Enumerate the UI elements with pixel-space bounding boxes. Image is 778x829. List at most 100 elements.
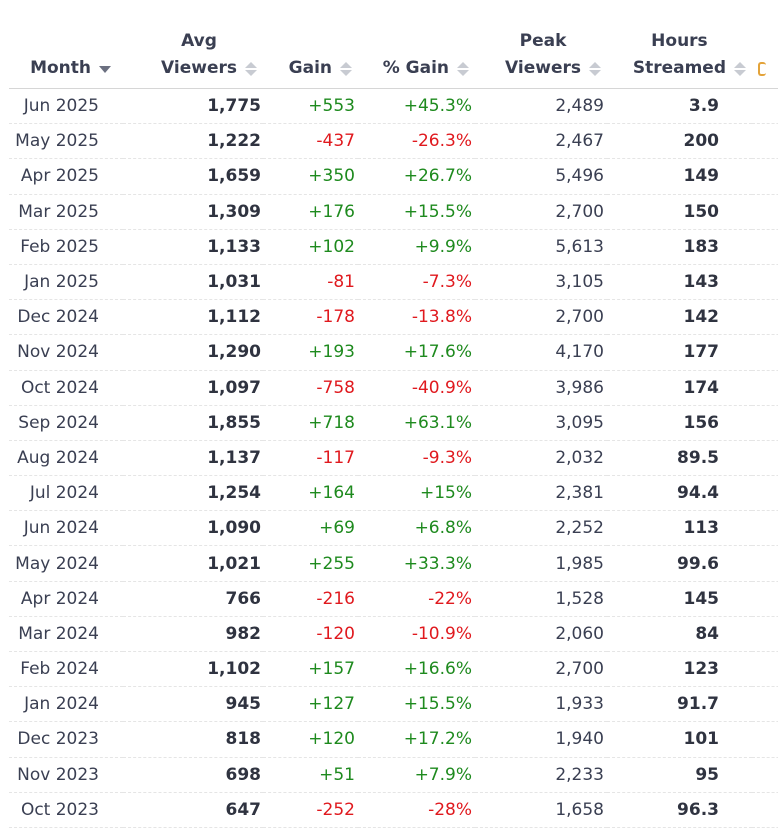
sort-icon[interactable] [589, 55, 601, 82]
column-header-partial[interactable] [752, 18, 778, 89]
partial-column-cell [752, 686, 778, 723]
peak-viewers-cell: 2,252 [475, 510, 607, 547]
peak-viewers-cell: 2,233 [475, 757, 607, 793]
table-row: Apr 2025 1,659 +350 +26.7% 5,496 149 [9, 158, 778, 195]
column-header-peak-viewers[interactable]: Peak Viewers [475, 18, 607, 89]
gain-cell: +718 [263, 405, 358, 441]
pct-gain-cell: +26.7% [358, 158, 475, 195]
header-line: Streamed [632, 58, 726, 78]
column-header-peak-viewers-label: Peak Viewers [505, 28, 581, 82]
partial-column-cell [752, 123, 778, 160]
avg-viewers-cell: 1,021 [123, 545, 263, 582]
table-row: Dec 2024 1,112 -178 -13.8% 2,700 142 [9, 299, 778, 336]
peak-viewers-cell: 2,700 [475, 299, 607, 336]
table-header: Month Avg Viewers Gain % Gain Peak Viewers… [9, 18, 778, 89]
peak-viewers-cell: 1,933 [475, 686, 607, 723]
month-cell: Mar 2025 [9, 194, 123, 230]
pct-gain-cell: +15% [358, 475, 475, 512]
sort-desc-icon[interactable] [99, 55, 111, 82]
table-row: Oct 2023 647 -252 -28% 1,658 96.3 [9, 792, 778, 828]
peak-viewers-cell: 2,467 [475, 123, 607, 160]
pct-gain-cell: -10.9% [358, 616, 475, 653]
table-row: Nov 2023 698 +51 +7.9% 2,233 95 [9, 757, 778, 793]
header-line: Viewers [505, 58, 581, 78]
table-row: Nov 2024 1,290 +193 +17.6% 4,170 177 [9, 334, 778, 371]
column-header-gain[interactable]: Gain [263, 18, 358, 89]
table-row: Mar 2024 982 -120 -10.9% 2,060 84 [9, 616, 778, 653]
hours-streamed-cell: 156 [607, 405, 752, 441]
gain-cell: -758 [263, 370, 358, 406]
gain-cell: -216 [263, 581, 358, 617]
sort-icon[interactable] [245, 55, 257, 82]
avg-viewers-cell: 1,137 [123, 440, 263, 477]
pct-gain-cell: +15.5% [358, 686, 475, 723]
gain-cell: -81 [263, 264, 358, 301]
partial-column-icon [758, 62, 766, 76]
hours-streamed-cell: 95 [607, 757, 752, 793]
peak-viewers-cell: 3,105 [475, 264, 607, 301]
month-cell: Feb 2024 [9, 651, 123, 688]
hours-streamed-cell: 94.4 [607, 475, 752, 512]
table-row: Jun 2025 1,775 +553 +45.3% 2,489 3.9 [9, 88, 778, 125]
month-cell: Dec 2024 [9, 299, 123, 336]
avg-viewers-cell: 1,133 [123, 229, 263, 265]
avg-viewers-cell: 1,775 [123, 88, 263, 125]
pct-gain-cell: -40.9% [358, 370, 475, 406]
pct-gain-cell: +6.8% [358, 510, 475, 547]
avg-viewers-cell: 945 [123, 686, 263, 723]
peak-viewers-cell: 2,700 [475, 194, 607, 230]
table-row: Jan 2025 1,031 -81 -7.3% 3,105 143 [9, 264, 778, 301]
hours-streamed-cell: 143 [607, 264, 752, 301]
partial-column-cell [752, 194, 778, 230]
avg-viewers-cell: 1,309 [123, 194, 263, 230]
partial-column-cell [752, 616, 778, 653]
partial-column-cell [752, 651, 778, 688]
partial-column-cell [752, 757, 778, 793]
gain-cell: -178 [263, 299, 358, 336]
table-row: Feb 2024 1,102 +157 +16.6% 2,700 123 [9, 651, 778, 688]
hours-streamed-cell: 123 [607, 651, 752, 688]
peak-viewers-cell: 2,700 [475, 651, 607, 688]
month-cell: May 2025 [9, 123, 123, 160]
header-line: Viewers [161, 58, 237, 78]
peak-viewers-cell: 4,170 [475, 334, 607, 371]
gain-cell: +51 [263, 757, 358, 793]
peak-viewers-cell: 1,985 [475, 545, 607, 582]
month-cell: Aug 2024 [9, 440, 123, 477]
partial-column-cell [752, 405, 778, 441]
column-header-avg-viewers[interactable]: Avg Viewers [123, 18, 263, 89]
gain-cell: -120 [263, 616, 358, 653]
gain-cell: -437 [263, 123, 358, 160]
hours-streamed-cell: 174 [607, 370, 752, 406]
pct-gain-cell: -22% [358, 581, 475, 617]
partial-column-cell [752, 440, 778, 477]
avg-viewers-cell: 1,222 [123, 123, 263, 160]
sort-icon[interactable] [734, 55, 746, 82]
table-row: Dec 2023 818 +120 +17.2% 1,940 101 [9, 721, 778, 758]
gain-cell: +193 [263, 334, 358, 371]
peak-viewers-cell: 2,489 [475, 88, 607, 125]
peak-viewers-cell: 5,613 [475, 229, 607, 265]
table-row: Jun 2024 1,090 +69 +6.8% 2,252 113 [9, 510, 778, 547]
peak-viewers-cell: 1,940 [475, 721, 607, 758]
header-line: Peak [519, 31, 567, 51]
peak-viewers-cell: 3,095 [475, 405, 607, 441]
partial-column-cell [752, 792, 778, 828]
pct-gain-cell: +7.9% [358, 757, 475, 793]
sort-icon[interactable] [340, 55, 352, 82]
column-header-pct-gain[interactable]: % Gain [358, 18, 475, 89]
gain-cell: +553 [263, 88, 358, 125]
column-header-month[interactable]: Month [9, 18, 123, 89]
peak-viewers-cell: 5,496 [475, 158, 607, 195]
sort-icon[interactable] [457, 55, 469, 82]
month-cell: Dec 2023 [9, 721, 123, 758]
avg-viewers-cell: 698 [123, 757, 263, 793]
gain-cell: +127 [263, 686, 358, 723]
hours-streamed-cell: 145 [607, 581, 752, 617]
partial-column-cell [752, 721, 778, 758]
table-row: Feb 2025 1,133 +102 +9.9% 5,613 183 [9, 229, 778, 265]
column-header-hours-streamed[interactable]: Hours Streamed [607, 18, 752, 89]
pct-gain-cell: +63.1% [358, 405, 475, 441]
partial-column-cell [752, 334, 778, 371]
month-cell: Jul 2024 [9, 475, 123, 512]
